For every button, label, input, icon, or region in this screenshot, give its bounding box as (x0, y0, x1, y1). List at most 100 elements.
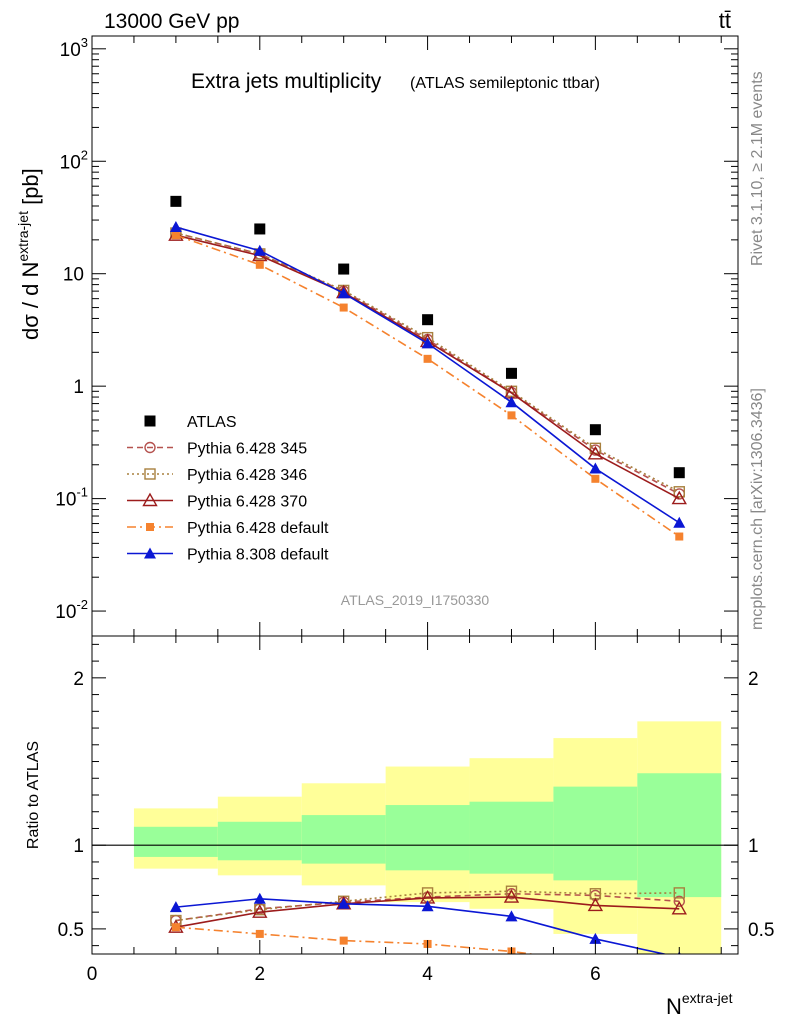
ratio-axes: 0.5 0.5 1 1 2 2 0 2 4 6 (58, 635, 774, 985)
main-data-point (673, 486, 685, 498)
process-label: tt̄ (719, 8, 731, 33)
ratio-data-point (255, 929, 264, 938)
legend-label: Pythia 6.428 370 (187, 494, 307, 511)
main-data-point (171, 231, 180, 240)
main-data-point (170, 195, 182, 207)
legend-label: Pythia 6.428 346 (187, 467, 307, 484)
main-y-axis-title: dσ / d Nextra-jet [pb] (15, 168, 43, 340)
main-data-point (337, 287, 350, 299)
legend-label: Pythia 6.428 345 (187, 441, 307, 458)
uncertainty-band-inner (553, 786, 638, 881)
main-data-point (589, 424, 601, 436)
ratio-y-tick-label-right: 0.5 (748, 920, 774, 941)
ratio-series-line (175, 896, 680, 929)
rivet-version-label: Rivet 3.1.10, ≥ 2.1M events (749, 71, 766, 266)
x-tick-label: 4 (422, 964, 433, 985)
main-data-point (254, 223, 266, 235)
main-data-point (675, 532, 684, 541)
main-data-point (505, 367, 517, 379)
ratio-data-point (505, 885, 518, 897)
main-data-point (507, 411, 516, 420)
ratio-data-point (673, 887, 685, 899)
main-series-4 (171, 231, 684, 541)
ratio-series-4 (169, 892, 681, 954)
legend-marker (144, 441, 156, 454)
main-series-layer (168, 195, 687, 541)
main-y-axis-label-text: dσ / d Nextra-jet [pb] (15, 168, 43, 340)
legend-label: Pythia 6.428 default (187, 520, 329, 537)
main-data-point (253, 244, 266, 256)
legend-marker (146, 523, 154, 531)
ratio-data-point (339, 936, 348, 945)
ratio-y-tick-label: 2 (73, 669, 84, 690)
main-data-point (589, 462, 602, 474)
uncertainty-band-inner (217, 821, 302, 861)
main-data-point (422, 314, 434, 326)
uncertainty-band-inner (385, 805, 470, 871)
ratio-data-point (337, 897, 350, 909)
legend-item-5: Pythia 8.308 default (127, 547, 329, 564)
uncertainty-band-inner (637, 773, 722, 898)
ratio-y-tick-label-right: 2 (748, 669, 759, 690)
main-data-point (255, 260, 264, 269)
legend-marker (142, 492, 158, 507)
chart-title: Extra jets multiplicity (191, 70, 382, 93)
legend-item-0: ATLAS (144, 414, 237, 431)
main-series-3 (168, 227, 687, 505)
ratio-data-point (671, 900, 687, 915)
ratio-series-line (175, 890, 680, 922)
main-series-1 (170, 227, 685, 500)
mcplots-reference-label: mcplots.cern.ch [arXiv:1306.3436] (749, 388, 766, 630)
main-data-point (591, 474, 600, 483)
ratio-y-tick-label: 0.5 (58, 920, 84, 941)
ratio-data-point (587, 897, 604, 912)
legend-item-3: Pythia 6.428 370 (127, 492, 307, 511)
main-data-point (671, 490, 687, 505)
ratio-data-point (589, 932, 602, 944)
main-y-tick-label: 10-1 (55, 485, 88, 511)
x-tick-label: 6 (590, 964, 601, 985)
x-tick-label: 0 (87, 964, 98, 985)
main-data-point (673, 516, 686, 528)
main-data-point (505, 396, 518, 408)
legend-item-1: Pythia 6.428 345 (127, 441, 307, 458)
uncertainty-band-inner (469, 801, 554, 874)
ratio-data-point (253, 892, 266, 904)
main-data-point (339, 303, 348, 312)
main-data-point (421, 337, 434, 349)
legend-label: Pythia 8.308 default (187, 547, 329, 564)
ratio-data-point (673, 895, 685, 907)
main-series-0 (170, 195, 685, 479)
ratio-y-tick-label-right: 1 (748, 836, 759, 857)
ratio-data-point (675, 967, 683, 975)
main-data-point (587, 445, 604, 460)
ratio-series-line (175, 892, 680, 922)
energy-label: 13000 GeV pp (104, 10, 239, 33)
legend-item-2: Pythia 6.428 346 (127, 467, 307, 484)
legend-label: ATLAS (187, 414, 237, 431)
main-series-line (175, 234, 680, 538)
legend-marker (144, 547, 156, 559)
main-series-line (175, 234, 680, 500)
main-data-point (169, 221, 182, 233)
ratio-data-point (169, 901, 182, 913)
ratio-uncertainty-bands (92, 721, 738, 954)
main-data-point (673, 467, 685, 479)
ratio-data-point (503, 889, 520, 903)
legend: ATLAS Pythia 6.428 345 Pythia 6.428 346 Pyt… (127, 414, 329, 564)
main-series-5 (169, 221, 686, 528)
ratio-y-axis-label: Ratio to ATLAS (25, 741, 42, 849)
ratio-data-point (171, 923, 180, 932)
main-y-tick-label: 10-2 (55, 597, 88, 623)
main-y-tick-label: 102 (60, 147, 88, 173)
ratio-data-point (252, 904, 268, 918)
main-data-point (338, 263, 350, 275)
main-axes: 10-2 10-1 1 10 102 103 (55, 35, 739, 637)
main-data-point (423, 354, 432, 363)
legend-marker (144, 415, 156, 427)
uncertainty-band-inner (133, 826, 218, 857)
analysis-tag: ATLAS_2019_I1750330 (341, 592, 490, 608)
legend-marker (144, 468, 156, 480)
main-y-tick-label: 10 (63, 265, 84, 286)
